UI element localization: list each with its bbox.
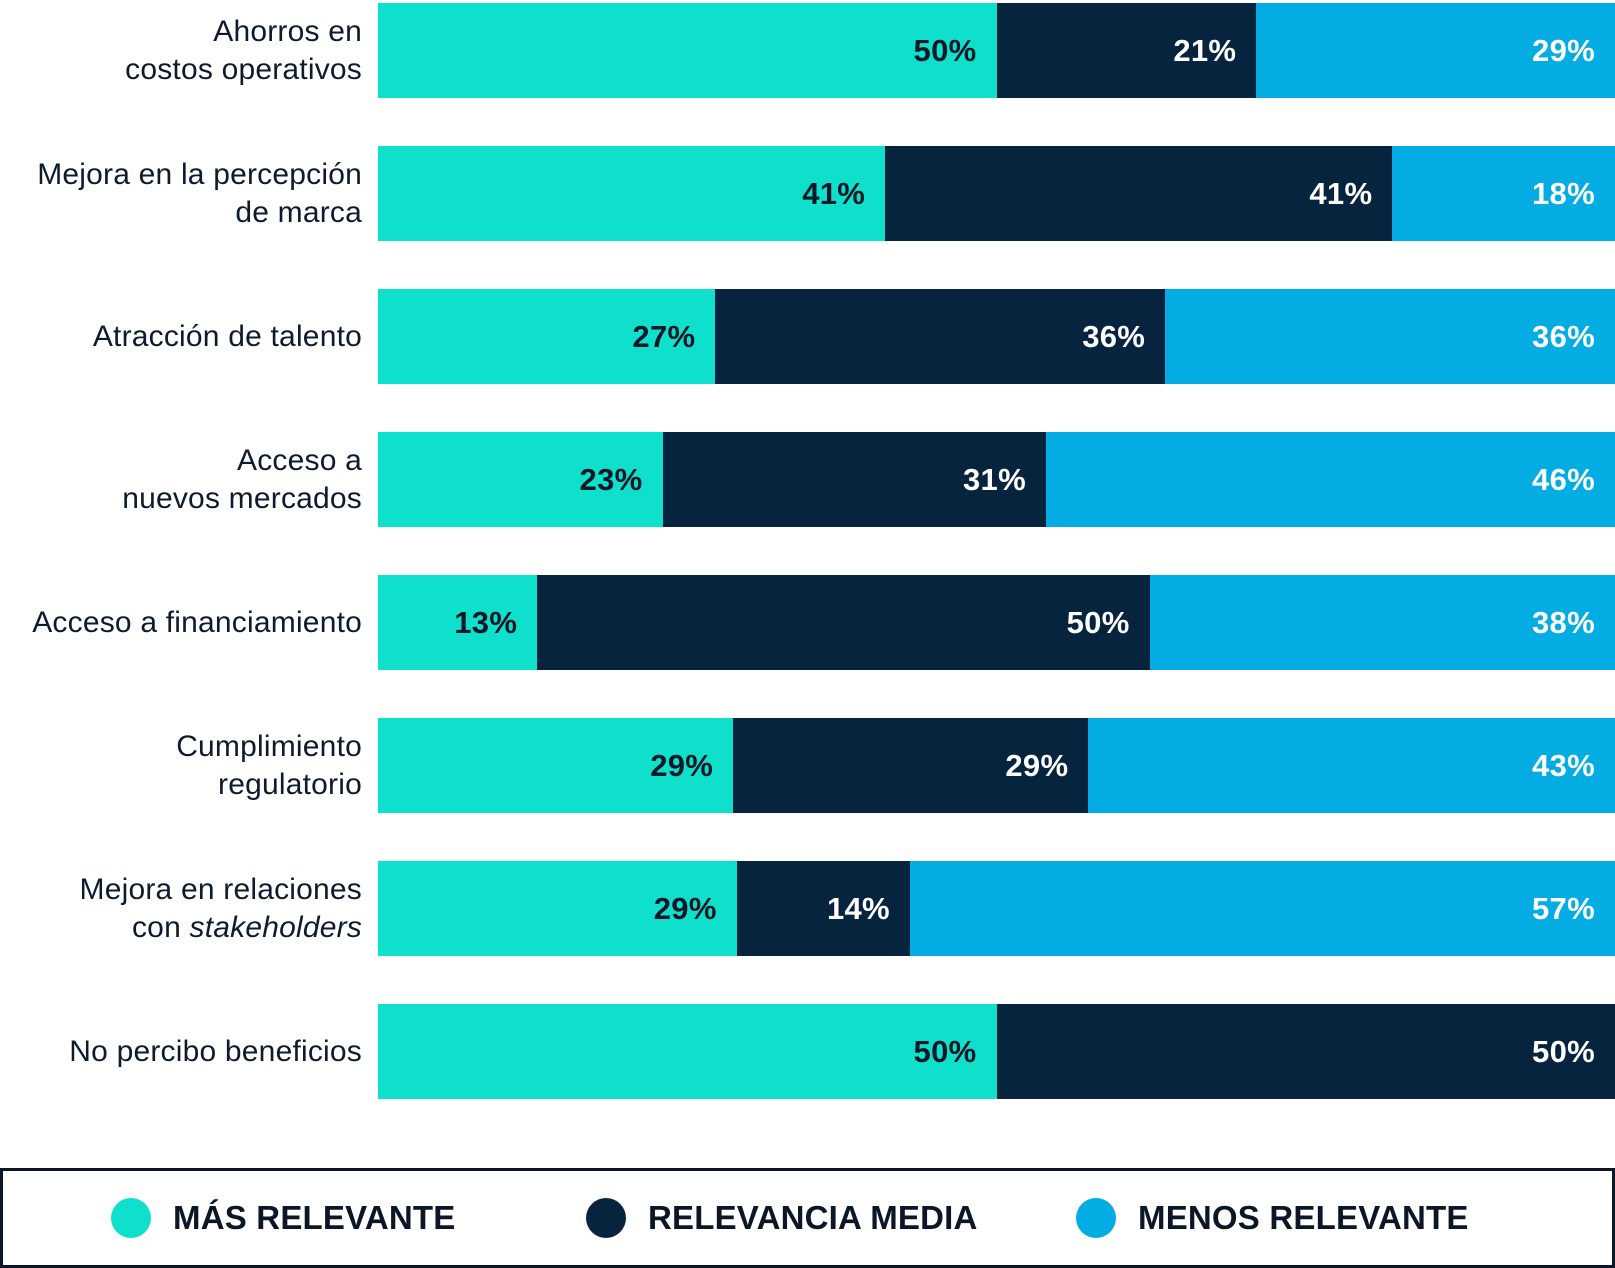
- row-label: Acceso a nuevos mercados: [122, 443, 362, 515]
- bar-row: Acceso a nuevos mercados 23% 31% 46%: [0, 432, 1615, 527]
- bar-segment-m-s-relevante: 41%: [378, 146, 886, 241]
- bar-segment-menos-relevante: 38%: [1149, 575, 1615, 670]
- legend-dot-icon: [111, 1198, 151, 1238]
- bar-segment-m-s-relevante: 13%: [378, 575, 538, 670]
- segment-value-label: 29%: [653, 890, 717, 926]
- segment-value-label: 50%: [1532, 1033, 1595, 1069]
- bar: 29% 29% 43%: [378, 718, 1615, 813]
- legend-dot-icon: [586, 1198, 626, 1238]
- segment-value-label: 50%: [1066, 604, 1130, 640]
- legend-item: RELEVANCIA MEDIA: [586, 1198, 978, 1238]
- bar: 27% 36% 36%: [378, 289, 1615, 384]
- segment-value-label: 13%: [454, 604, 518, 640]
- bar-segment-m-s-relevante: 50%: [378, 3, 997, 98]
- segment-value-label: 41%: [1309, 175, 1373, 211]
- segment-value-label: 31%: [963, 461, 1026, 497]
- bar-segment-relevancia-media: 36%: [715, 289, 1166, 384]
- legend-item: MENOS RELEVANTE: [1076, 1198, 1469, 1238]
- segment-value-label: 50%: [913, 32, 977, 68]
- segment-value-label: 23%: [579, 461, 643, 497]
- row-label: Cumplimiento regulatorio: [176, 729, 362, 801]
- row-label: No percibo beneficios: [69, 1034, 362, 1068]
- bar-row: Cumplimiento regulatorio 29% 29% 43%: [0, 718, 1615, 813]
- segment-value-label: 29%: [1005, 747, 1069, 783]
- legend-label: MENOS RELEVANTE: [1138, 1199, 1469, 1236]
- segment-value-label: 14%: [826, 890, 890, 926]
- segment-value-label: 18%: [1532, 175, 1595, 211]
- segment-value-label: 29%: [650, 747, 714, 783]
- bar-row: Mejora en relaciones con stakeholders 29% 1…: [0, 861, 1615, 956]
- segment-value-label: 38%: [1532, 604, 1595, 640]
- bar-segment-m-s-relevante: 23%: [378, 432, 663, 527]
- bar-segment-relevancia-media: 50%: [537, 575, 1150, 670]
- row-label: Ahorros en costos operativos: [125, 14, 362, 86]
- segment-value-label: 36%: [1082, 318, 1146, 354]
- bar: 29% 14% 57%: [378, 861, 1615, 956]
- bar-segment-relevancia-media: 14%: [736, 861, 910, 956]
- bar-segment-relevancia-media: 50%: [996, 1004, 1615, 1099]
- bar-row: Acceso a financiamiento 13% 50% 38%: [0, 575, 1615, 670]
- chart-plot-area: Ahorros en costos operativos 50% 21% 29% Mejo…: [0, 3, 1615, 1099]
- bar-segment-relevancia-media: 21%: [996, 3, 1257, 98]
- bar-segment-m-s-relevante: 27%: [378, 289, 716, 384]
- segment-value-label: 41%: [802, 175, 866, 211]
- segment-value-label: 57%: [1532, 890, 1595, 926]
- bar: 50% 50%: [378, 1004, 1615, 1099]
- bar-row: Atracción de talento 27% 36% 36%: [0, 289, 1615, 384]
- bar: 50% 21% 29%: [378, 3, 1615, 98]
- segment-value-label: 29%: [1532, 32, 1595, 68]
- bar: 41% 41% 18%: [378, 146, 1615, 241]
- bar-segment-menos-relevante: 18%: [1392, 146, 1615, 241]
- segment-value-label: 46%: [1532, 461, 1595, 497]
- bar-segment-m-s-relevante: 29%: [378, 861, 737, 956]
- bar-segment-menos-relevante: 43%: [1088, 718, 1615, 813]
- bar-segment-relevancia-media: 41%: [885, 146, 1393, 241]
- bar: 13% 50% 38%: [378, 575, 1615, 670]
- row-label: Mejora en la percepción de marca: [37, 157, 362, 229]
- segment-value-label: 21%: [1173, 32, 1237, 68]
- bar-segment-menos-relevante: 57%: [909, 861, 1615, 956]
- bar-segment-relevancia-media: 31%: [662, 432, 1046, 527]
- bar-row: Mejora en la percepción de marca 41% 41% 18%: [0, 146, 1615, 241]
- legend-dot-icon: [1076, 1198, 1116, 1238]
- segment-value-label: 50%: [913, 1033, 977, 1069]
- segment-value-label: 36%: [1532, 318, 1595, 354]
- bar-segment-menos-relevante: 46%: [1045, 432, 1615, 527]
- legend-label: RELEVANCIA MEDIA: [648, 1199, 978, 1236]
- bar-segment-m-s-relevante: 29%: [378, 718, 734, 813]
- legend-item: MÁS RELEVANTE: [111, 1198, 456, 1238]
- bar: 23% 31% 46%: [378, 432, 1615, 527]
- row-label: Acceso a financiamiento: [32, 605, 362, 639]
- bar-segment-m-s-relevante: 50%: [378, 1004, 997, 1099]
- row-label: Mejora en relaciones con stakeholders: [79, 872, 362, 944]
- bar-segment-relevancia-media: 29%: [733, 718, 1089, 813]
- bar-segment-menos-relevante: 29%: [1256, 3, 1615, 98]
- segment-value-label: 43%: [1532, 747, 1595, 783]
- row-label: Atracción de talento: [92, 319, 362, 353]
- bar-row: Ahorros en costos operativos 50% 21% 29%: [0, 3, 1615, 98]
- legend-label: MÁS RELEVANTE: [173, 1199, 456, 1236]
- legend: MÁS RELEVANTE RELEVANCIA MEDIA MENOS RELEV…: [0, 1168, 1615, 1268]
- segment-value-label: 27%: [632, 318, 696, 354]
- bar-row: No percibo beneficios 50% 50%: [0, 1004, 1615, 1099]
- bar-segment-menos-relevante: 36%: [1165, 289, 1615, 384]
